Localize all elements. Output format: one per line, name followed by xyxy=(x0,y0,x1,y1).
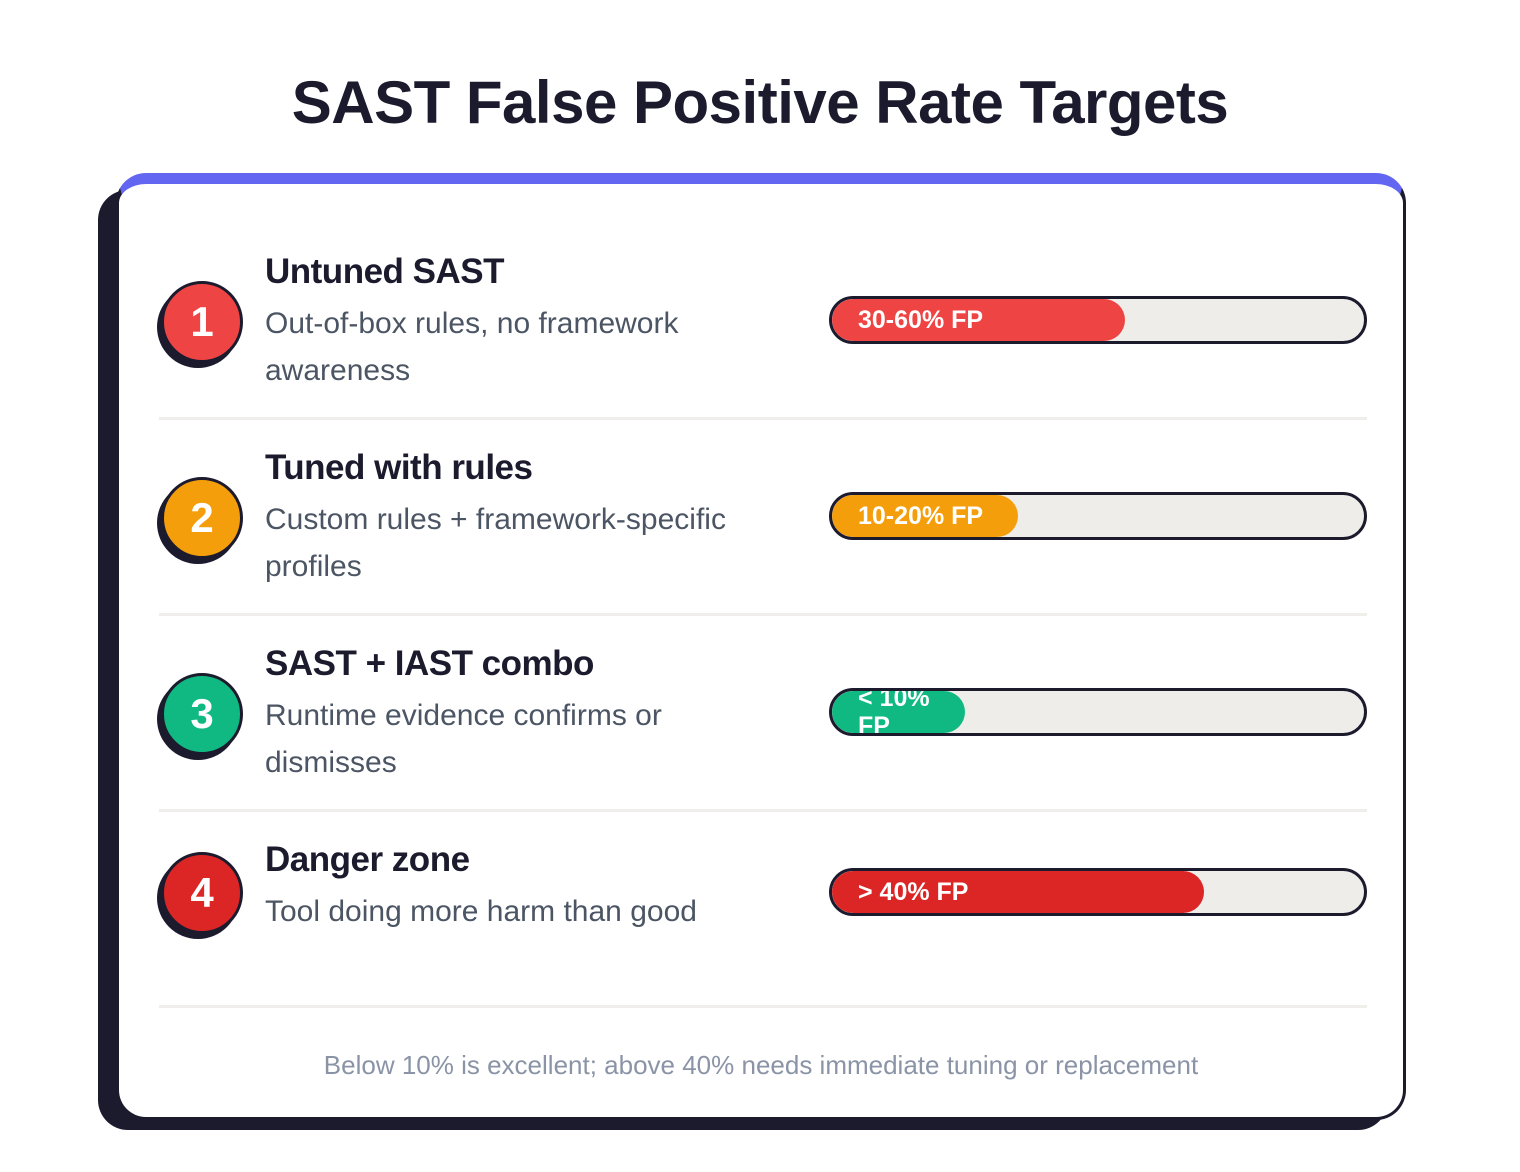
tier-title: Untuned SAST xyxy=(265,252,504,291)
fp-rate-bar: 30-60% FP xyxy=(829,296,1367,344)
tier-title: Tuned with rules xyxy=(265,448,533,487)
fp-rate-bar-fill: > 40% FP xyxy=(832,871,1205,913)
tier-row: 4 Danger zone Tool doing more harm than … xyxy=(159,812,1367,1008)
row-divider xyxy=(159,613,1367,616)
page-title: SAST False Positive Rate Targets xyxy=(291,69,1229,136)
fp-rate-bar-fill: 30-60% FP xyxy=(832,299,1125,341)
fp-rate-bar-fill: < 10% FP xyxy=(832,691,965,733)
tier-row: 3 SAST + IAST combo Runtime evidence con… xyxy=(159,616,1367,812)
step-number-badge: 2 xyxy=(161,477,243,559)
fp-rate-bar-fill: 10-20% FP xyxy=(832,495,1019,537)
step-number-badge: 4 xyxy=(161,852,243,934)
step-number-badge: 1 xyxy=(161,281,243,363)
tier-title: SAST + IAST combo xyxy=(265,644,594,683)
fp-rate-bar: > 40% FP xyxy=(829,868,1367,916)
tier-description: Custom rules + framework-specific profil… xyxy=(265,503,726,583)
row-divider xyxy=(159,809,1367,812)
step-number-badge: 3 xyxy=(161,673,243,755)
tier-title: Danger zone xyxy=(265,840,470,879)
targets-card: Below 10% is excellent; above 40% needs … xyxy=(116,173,1406,1120)
tier-row: 1 Untuned SAST Out-of-box rules, no fram… xyxy=(159,224,1367,420)
tier-description: Tool doing more harm than good xyxy=(265,895,697,928)
fp-rate-bar: 10-20% FP xyxy=(829,492,1367,540)
tier-description: Runtime evidence confirms or dismisses xyxy=(265,699,662,779)
tier-row: 2 Tuned with rules Custom rules + framew… xyxy=(159,420,1367,616)
fp-rate-bar: < 10% FP xyxy=(829,688,1367,736)
footer-note: Below 10% is excellent; above 40% needs … xyxy=(323,1050,1199,1080)
row-divider xyxy=(159,1005,1367,1008)
row-divider xyxy=(159,417,1367,420)
tier-description: Out-of-box rules, no framework awareness xyxy=(265,307,679,387)
